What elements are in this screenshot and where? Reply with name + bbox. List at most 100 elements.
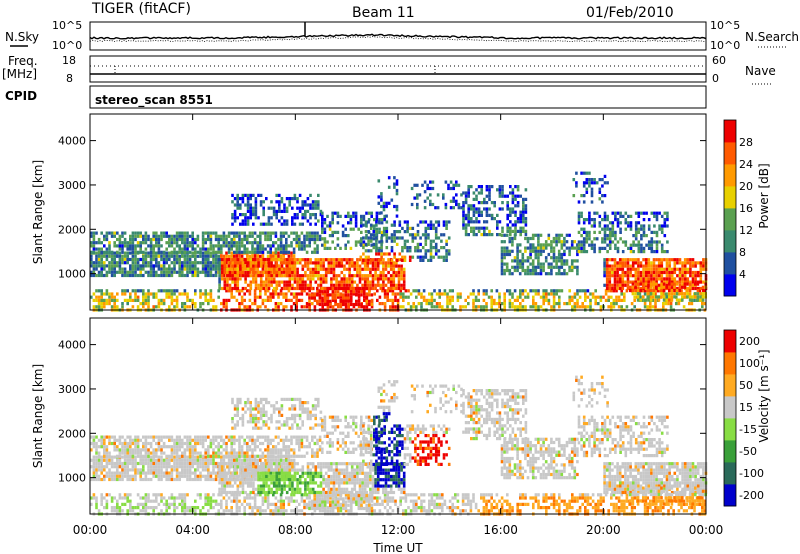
heatmap-cell: [585, 190, 589, 194]
heatmap-cell: [363, 261, 367, 265]
heatmap-cell: [199, 302, 202, 306]
heatmap-cell: [236, 267, 240, 271]
heatmap-cell: [601, 240, 604, 244]
heatmap-cell: [157, 254, 161, 258]
heatmap-cell: [451, 305, 454, 309]
heatmap-cell: [670, 270, 674, 275]
heatmap-cell: [521, 289, 525, 293]
heatmap-cell: [560, 256, 564, 260]
heatmap-cell: [384, 261, 388, 265]
heatmap-cell: [308, 302, 311, 307]
heatmap-cell: [347, 509, 350, 513]
heatmap-cell: [611, 267, 614, 271]
heatmap-cell: [511, 509, 514, 513]
heatmap-cell: [435, 305, 439, 309]
heatmap-cell: [395, 286, 398, 291]
heatmap-cell: [178, 270, 181, 274]
heatmap-cell: [212, 493, 215, 497]
heatmap-cell: [578, 305, 582, 309]
heatmap-cell: [613, 277, 617, 281]
heatmap-cell: [417, 292, 421, 296]
heatmap-cell: [110, 298, 114, 302]
heatmap-cell: [168, 502, 171, 506]
heatmap-cell: [241, 193, 245, 197]
heatmap-cell: [634, 285, 637, 289]
heatmap-cell: [529, 256, 532, 260]
heatmap-cell: [542, 265, 545, 269]
heatmap-cell: [608, 221, 612, 225]
heatmap-cell: [637, 243, 641, 247]
heatmap-cell: [209, 231, 213, 235]
heatmap-cell: [212, 305, 215, 309]
heatmap-cell: [139, 244, 142, 248]
heatmap-cell: [173, 250, 176, 254]
heatmap-cell: [402, 509, 405, 513]
heatmap-cell: [252, 270, 255, 275]
heatmap-cell: [348, 270, 351, 275]
heatmap-cell: [383, 506, 387, 510]
heatmap-cell: [178, 292, 181, 296]
heatmap-cell: [429, 252, 433, 256]
heatmap-cell: [482, 506, 486, 510]
heatmap-cell: [506, 201, 509, 205]
heatmap-cell: [455, 193, 458, 197]
heatmap-cell: [331, 286, 335, 291]
heatmap-cell: [644, 280, 648, 284]
heatmap-cell: [296, 258, 299, 262]
heatmap-cell: [248, 502, 252, 506]
heatmap-cell: [110, 295, 114, 299]
heatmap-cell: [639, 264, 643, 268]
heatmap-cell: [108, 261, 111, 265]
heatmap-cell: [181, 506, 184, 510]
heatmap-cell: [364, 230, 368, 234]
heatmap-cell: [500, 262, 504, 266]
heatmap-cell: [181, 273, 184, 278]
heatmap-cell: [529, 252, 532, 257]
heatmap-cell: [539, 305, 543, 309]
heatmap-cell: [191, 244, 194, 248]
heatmap-cell: [147, 244, 150, 248]
heatmap-cell: [686, 270, 690, 275]
heatmap-cell: [355, 302, 358, 307]
heatmap-cell: [604, 289, 608, 293]
heatmap-cell: [529, 289, 532, 293]
heatmap-cell: [624, 211, 628, 215]
heatmap-cell: [534, 252, 538, 257]
heatmap-cell: [641, 289, 644, 293]
heatmap-cell: [438, 496, 441, 500]
heatmap-cell: [467, 233, 470, 237]
heatmap-cell: [509, 229, 512, 233]
heatmap-cell: [152, 234, 155, 238]
heatmap-cell: [142, 506, 145, 510]
heatmap-cell: [300, 292, 304, 296]
heatmap-cell: [522, 213, 525, 217]
heatmap-cell: [136, 244, 140, 248]
heatmap-cell: [238, 302, 241, 306]
heatmap-cell: [173, 264, 176, 268]
heatmap-cell: [522, 226, 525, 230]
heatmap-cell: [655, 240, 659, 244]
heatmap-cell: [303, 493, 306, 497]
heatmap-cell: [95, 273, 98, 278]
heatmap-cell: [335, 258, 338, 262]
heatmap-cell: [374, 286, 377, 291]
heatmap-cell: [598, 187, 602, 191]
heatmap-cell: [194, 302, 197, 306]
heatmap-cell: [267, 274, 271, 278]
heatmap-cell: [293, 258, 297, 262]
heatmap-cell: [103, 234, 106, 238]
heatmap-cell: [313, 231, 317, 235]
heatmap-cell: [264, 496, 267, 500]
heatmap-cell: [394, 295, 397, 299]
heatmap-cell: [519, 292, 522, 296]
heatmap-cell: [275, 286, 279, 291]
heatmap-cell: [233, 267, 237, 271]
heatmap-cell: [155, 261, 158, 265]
heatmap-cell: [580, 211, 583, 215]
heatmap-cell: [406, 220, 409, 224]
heatmap-cell: [369, 270, 372, 275]
heatmap-cell: [422, 295, 426, 299]
heatmap-cell: [407, 295, 410, 299]
heatmap-cell: [149, 261, 153, 265]
heatmap-cell: [573, 259, 577, 263]
